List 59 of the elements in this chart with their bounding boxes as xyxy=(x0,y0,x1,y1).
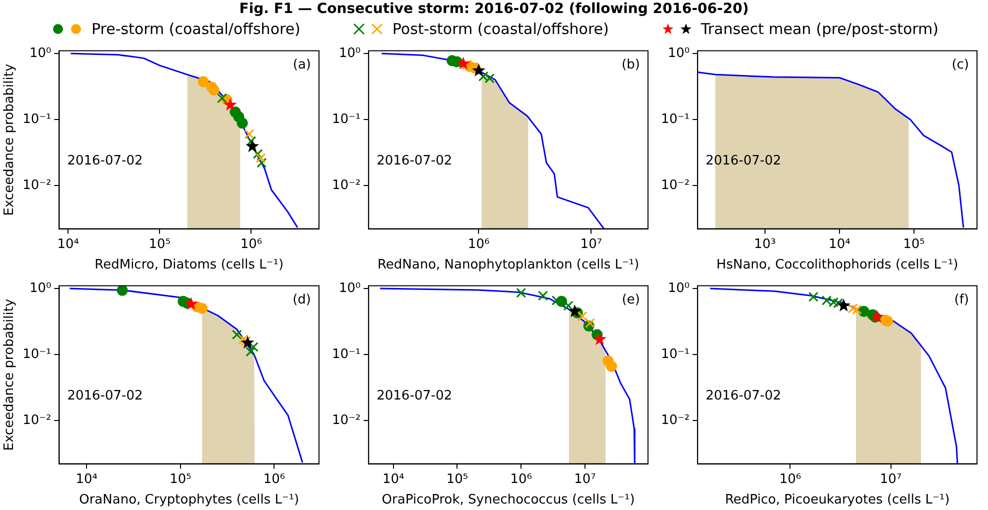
x-tick-label: 10⁷ xyxy=(580,236,602,252)
y-tick-label: 10⁻² xyxy=(332,178,361,193)
x-tick-label: 10⁴ xyxy=(382,472,404,487)
y-tick-label: 10⁰ xyxy=(668,46,690,61)
annotation: 2016-07-02 xyxy=(67,154,143,169)
y-tick-label: 10⁻¹ xyxy=(332,346,361,362)
x-tick-label: 10⁵ xyxy=(446,472,468,487)
x-tick-label: 10⁶ xyxy=(263,472,286,487)
annotation: (b) xyxy=(622,58,640,73)
y-tick-label: 10⁰ xyxy=(668,280,690,296)
y-tick-label: 10⁻¹ xyxy=(22,112,52,127)
annotation: (f) xyxy=(954,292,969,308)
x-tick-label: 10⁴ xyxy=(828,236,850,252)
y-tick-label: 10⁻² xyxy=(660,178,690,193)
annotation: (c) xyxy=(952,58,969,73)
y-tick-label: 10⁰ xyxy=(29,280,52,296)
y-axis-title: Exceedance probability xyxy=(2,298,18,451)
annotation: 2016-07-02 xyxy=(706,388,782,404)
x-axis-title: RedPico, Picoeukaryotes (cells L⁻¹) xyxy=(724,492,950,508)
x-tick-label: 10⁵ xyxy=(148,236,171,252)
annotation: (d) xyxy=(292,292,311,308)
y-tick-label: 10⁰ xyxy=(338,46,361,61)
x-tick-label: 10⁵ xyxy=(170,472,192,487)
legend-label: Transect mean (pre/post-storm) xyxy=(700,20,939,38)
legend-label: Pre-storm (coastal/offshore) xyxy=(91,20,300,38)
y-axis-title: Exceedance probability xyxy=(2,64,18,216)
annotation: 2016-07-02 xyxy=(376,154,452,169)
x-axis-title: RedNano, Nanophytoplankton (cells L⁻¹) xyxy=(377,258,640,273)
x-axis-title: OraPicoProk, Synechococcus (cells L⁻¹) xyxy=(382,492,635,508)
text: Fig. F1 — Consecutive storm: 2016-07-02 (following 2016-06-20) xyxy=(238,0,750,18)
y-tick-label: 10⁻¹ xyxy=(22,346,52,362)
x-tick-label: 10⁴ xyxy=(76,472,98,487)
x-tick-label: 10⁶ xyxy=(468,236,490,252)
x-tick-label: 10⁷ xyxy=(574,472,596,487)
x-tick-label: 10⁶ xyxy=(510,472,532,487)
y-tick-label: 10⁻¹ xyxy=(332,112,361,127)
y-tick-label: 10⁻¹ xyxy=(660,112,690,127)
y-tick-label: 10⁻² xyxy=(22,178,52,193)
x-axis-title: HsNano, Coccolithophorids (cells L⁻¹) xyxy=(716,258,958,273)
x-tick-label: 10⁶ xyxy=(240,236,262,252)
annotation: 2016-07-02 xyxy=(706,154,782,169)
y-tick-label: 10⁻¹ xyxy=(660,346,690,362)
x-tick-label: 10⁶ xyxy=(779,472,802,487)
y-tick-label: 10⁻² xyxy=(22,412,52,428)
annotation: 2016-07-02 xyxy=(376,388,452,404)
x-tick-label: 10³ xyxy=(754,236,776,252)
annotation: 2016-07-02 xyxy=(67,388,143,404)
annotation: (a) xyxy=(292,58,311,73)
x-axis-title: OraNano, Cryptophytes (cells L⁻¹) xyxy=(79,492,300,508)
y-tick-label: 10⁻² xyxy=(332,412,361,428)
x-tick-label: 10⁷ xyxy=(880,472,902,487)
x-tick-label: 10⁵ xyxy=(903,236,925,252)
x-axis-title: RedMicro, Diatoms (cells L⁻¹) xyxy=(94,258,284,273)
annotation: (e) xyxy=(622,292,640,308)
y-tick-label: 10⁰ xyxy=(29,46,52,61)
x-tick-label: 10⁴ xyxy=(57,236,79,252)
y-tick-label: 10⁻² xyxy=(660,412,690,428)
y-tick-label: 10⁰ xyxy=(338,280,361,296)
legend-label: Post-storm (coastal/offshore) xyxy=(392,20,609,38)
